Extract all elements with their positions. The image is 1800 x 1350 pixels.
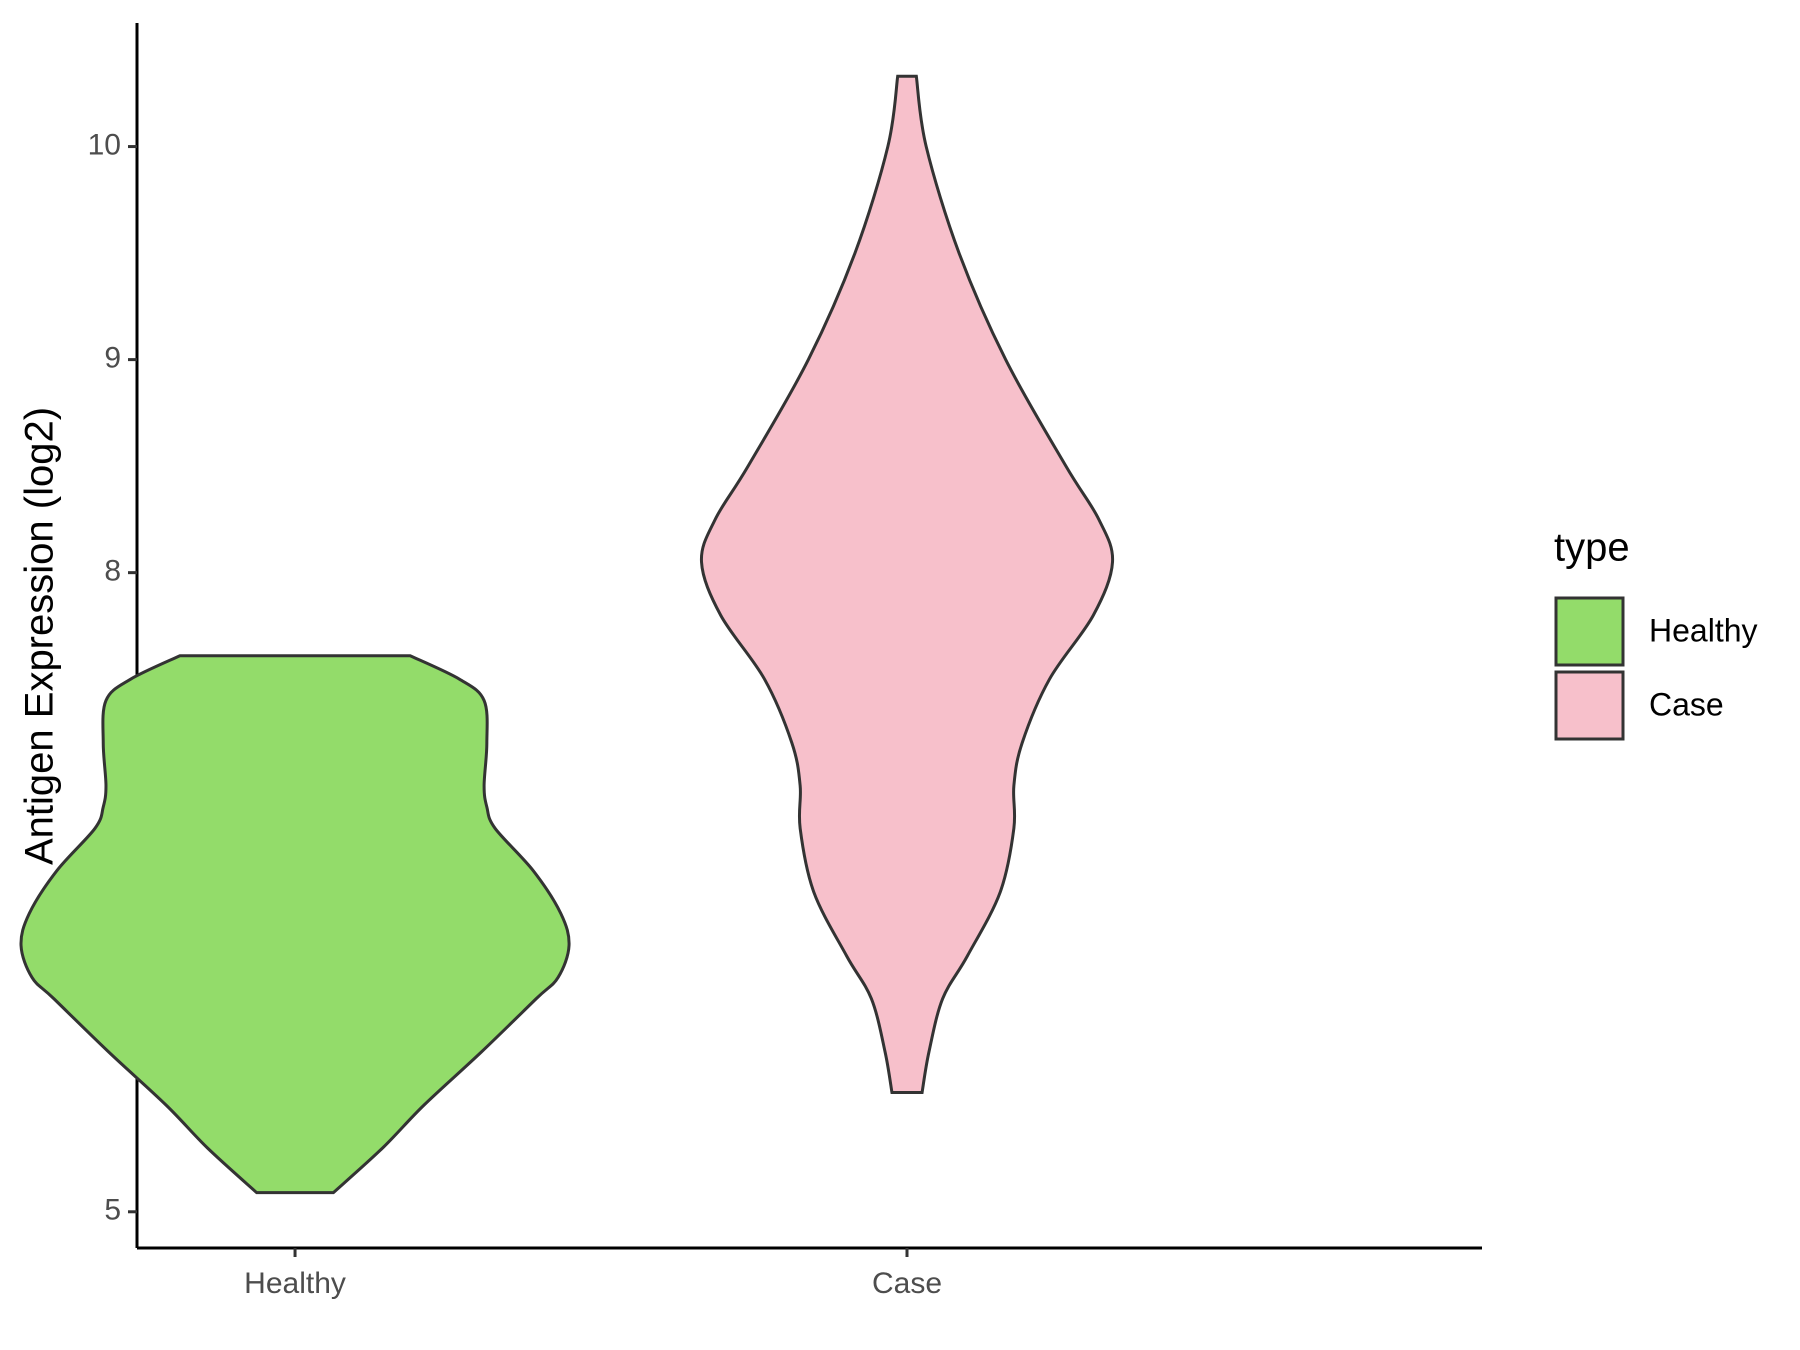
legend-key bbox=[1554, 670, 1625, 741]
violin bbox=[19, 654, 571, 1195]
x-tick-label: Healthy bbox=[244, 1267, 346, 1300]
legend-title: type bbox=[1554, 526, 1630, 570]
legend-label: Healthy bbox=[1649, 612, 1758, 648]
violin bbox=[700, 74, 1115, 1094]
y-tick-label: 5 bbox=[104, 1194, 121, 1227]
legend-key bbox=[1554, 596, 1625, 667]
y-tick-label: 10 bbox=[88, 128, 121, 161]
y-axis-title: Antigen Expression (log2) bbox=[18, 407, 62, 865]
y-tick-label: 9 bbox=[104, 342, 121, 375]
x-tick-label: Case bbox=[872, 1267, 942, 1300]
legend-label: Case bbox=[1649, 686, 1724, 722]
y-tick-label: 8 bbox=[104, 555, 121, 588]
